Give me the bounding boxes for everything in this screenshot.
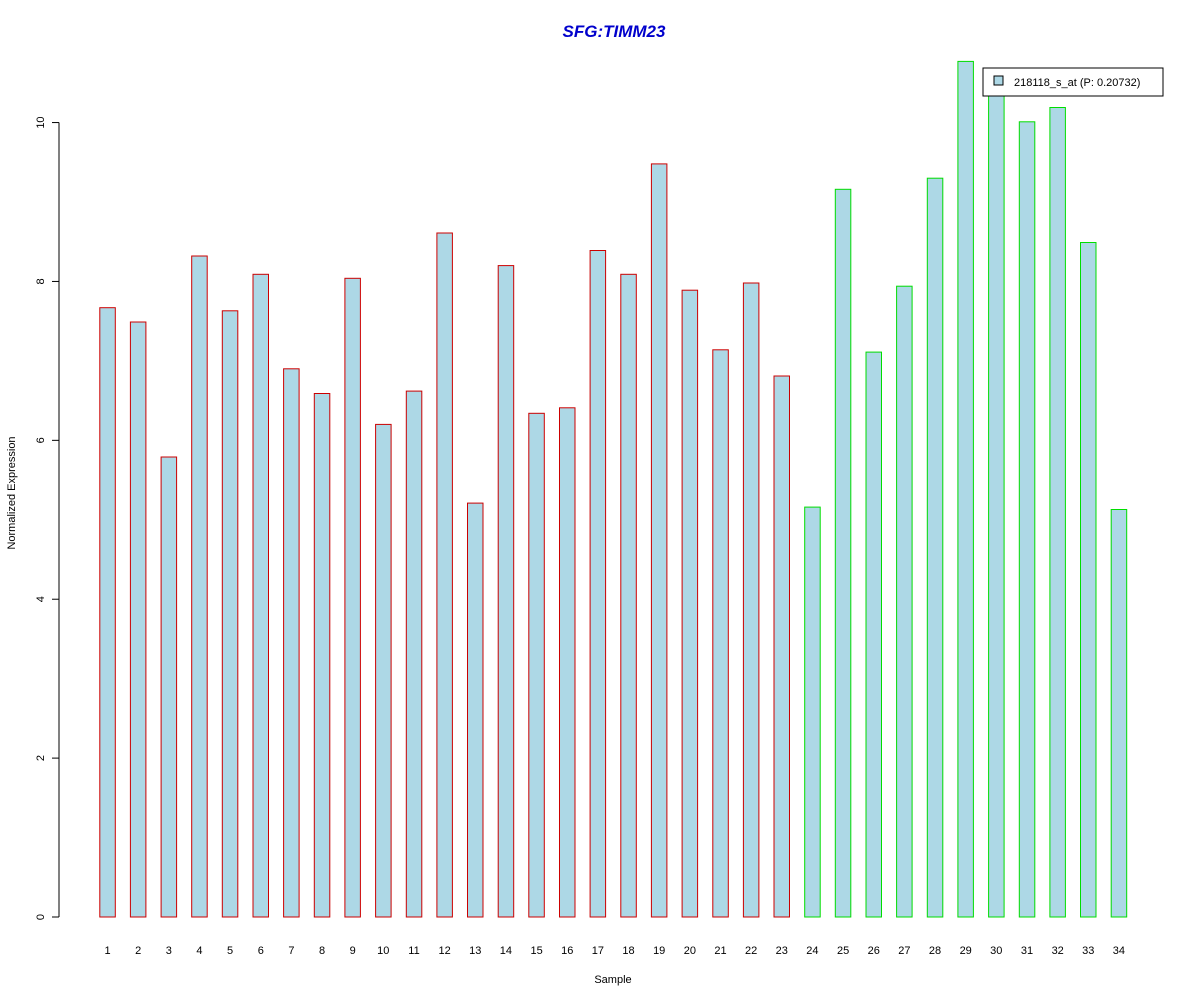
bar-sample-33: [1080, 242, 1097, 918]
y-tick-label: 2: [35, 755, 47, 761]
x-tick-label: 21: [714, 945, 726, 957]
x-tick-label: 14: [500, 945, 512, 957]
x-tick-label: 16: [561, 945, 573, 957]
legend: 218118_s_at (P: 0.20732): [982, 67, 1164, 97]
x-tick-label: 10: [377, 945, 389, 957]
x-tick-label: 32: [1052, 945, 1064, 957]
x-tick-label: 5: [227, 945, 233, 957]
x-tick-label: 26: [868, 945, 880, 957]
chart-title: SFG:TIMM23: [563, 22, 666, 41]
y-tick-label: 8: [35, 278, 47, 284]
x-tick-label: 33: [1082, 945, 1094, 957]
bar-sample-18: [620, 273, 637, 918]
x-tick-label: 3: [166, 945, 172, 957]
bar-sample-14: [497, 265, 515, 918]
bar-sample-4: [191, 255, 208, 918]
legend-swatch: [993, 75, 1004, 86]
x-tick-label: 19: [653, 945, 665, 957]
x-tick-label: 7: [288, 945, 294, 957]
x-tick-label: 28: [929, 945, 941, 957]
x-tick-label: 20: [684, 945, 696, 957]
bar-sample-17: [589, 250, 607, 918]
bar-sample-13: [467, 502, 484, 918]
bar-sample-20: [681, 289, 699, 918]
x-tick-label: 18: [622, 945, 634, 957]
bar-sample-2: [129, 321, 147, 918]
x-tick-labels: 1 2 3 4 5 6 7 8 9 10 11 12 13 14 15 16 17 18 19 20 21 22 23 24 2…: [104, 945, 1125, 957]
bar-sample-12: [436, 232, 453, 918]
x-tick-label: 17: [592, 945, 604, 957]
bar-sample-10: [375, 423, 392, 918]
x-tick-label: 13: [469, 945, 481, 957]
bar-sample-25: [834, 188, 852, 918]
bar-sample-24: [804, 506, 821, 918]
bar-sample-23: [773, 375, 790, 918]
x-axis-label: Sample: [594, 974, 631, 986]
x-tick-label: 31: [1021, 945, 1033, 957]
bar-sample-3: [160, 456, 178, 918]
bar-sample-28: [926, 177, 944, 918]
bar-sample-22: [742, 282, 760, 918]
x-tick-label: 23: [776, 945, 788, 957]
y-tick-label: 4: [35, 596, 47, 602]
bar-sample-11: [405, 390, 423, 918]
x-tick-label: 34: [1113, 945, 1125, 957]
x-tick-label: 29: [960, 945, 972, 957]
bar-sample-27: [896, 285, 913, 918]
bar-sample-8: [313, 393, 331, 918]
bar-sample-5: [221, 310, 239, 918]
x-tick-label: 9: [350, 945, 356, 957]
x-tick-label: 11: [408, 945, 419, 957]
x-tick-label: 4: [196, 945, 202, 957]
bar-group: [99, 60, 1128, 918]
x-tick-label: 1: [104, 945, 110, 957]
y-axis: 0 2 4 6 8 10: [35, 116, 60, 920]
bar-sample-21: [712, 349, 729, 918]
bar-sample-30: [988, 91, 1005, 918]
x-tick-label: 2: [135, 945, 141, 957]
legend-label: 218118_s_at (P: 0.20732): [1014, 77, 1140, 89]
x-tick-label: 22: [745, 945, 757, 957]
x-tick-label: 15: [530, 945, 542, 957]
legend-box: [982, 67, 1164, 97]
x-tick-label: 27: [898, 945, 910, 957]
bar-sample-1: [99, 307, 116, 918]
bar-sample-9: [344, 277, 361, 918]
y-tick-label: 6: [35, 437, 47, 443]
x-tick-label: 12: [438, 945, 450, 957]
bar-sample-15: [528, 412, 545, 918]
x-tick-label: 24: [806, 945, 818, 957]
x-tick-label: 30: [990, 945, 1002, 957]
bar-sample-31: [1018, 121, 1036, 918]
x-tick-label: 8: [319, 945, 325, 957]
x-tick-label: 25: [837, 945, 849, 957]
x-tick-label: 6: [258, 945, 264, 957]
y-tick-label: 10: [35, 116, 47, 128]
bar-sample-7: [283, 368, 300, 918]
y-axis-label: Normalized Expression: [6, 436, 18, 549]
bar-sample-6: [252, 273, 269, 918]
bar-sample-16: [559, 407, 576, 918]
bar-sample-19: [650, 163, 668, 918]
bar-sample-26: [865, 351, 882, 918]
bar-sample-32: [1049, 107, 1066, 918]
bar-sample-34: [1110, 509, 1128, 918]
bar-sample-29: [957, 60, 974, 918]
y-tick-label: 0: [35, 914, 47, 920]
